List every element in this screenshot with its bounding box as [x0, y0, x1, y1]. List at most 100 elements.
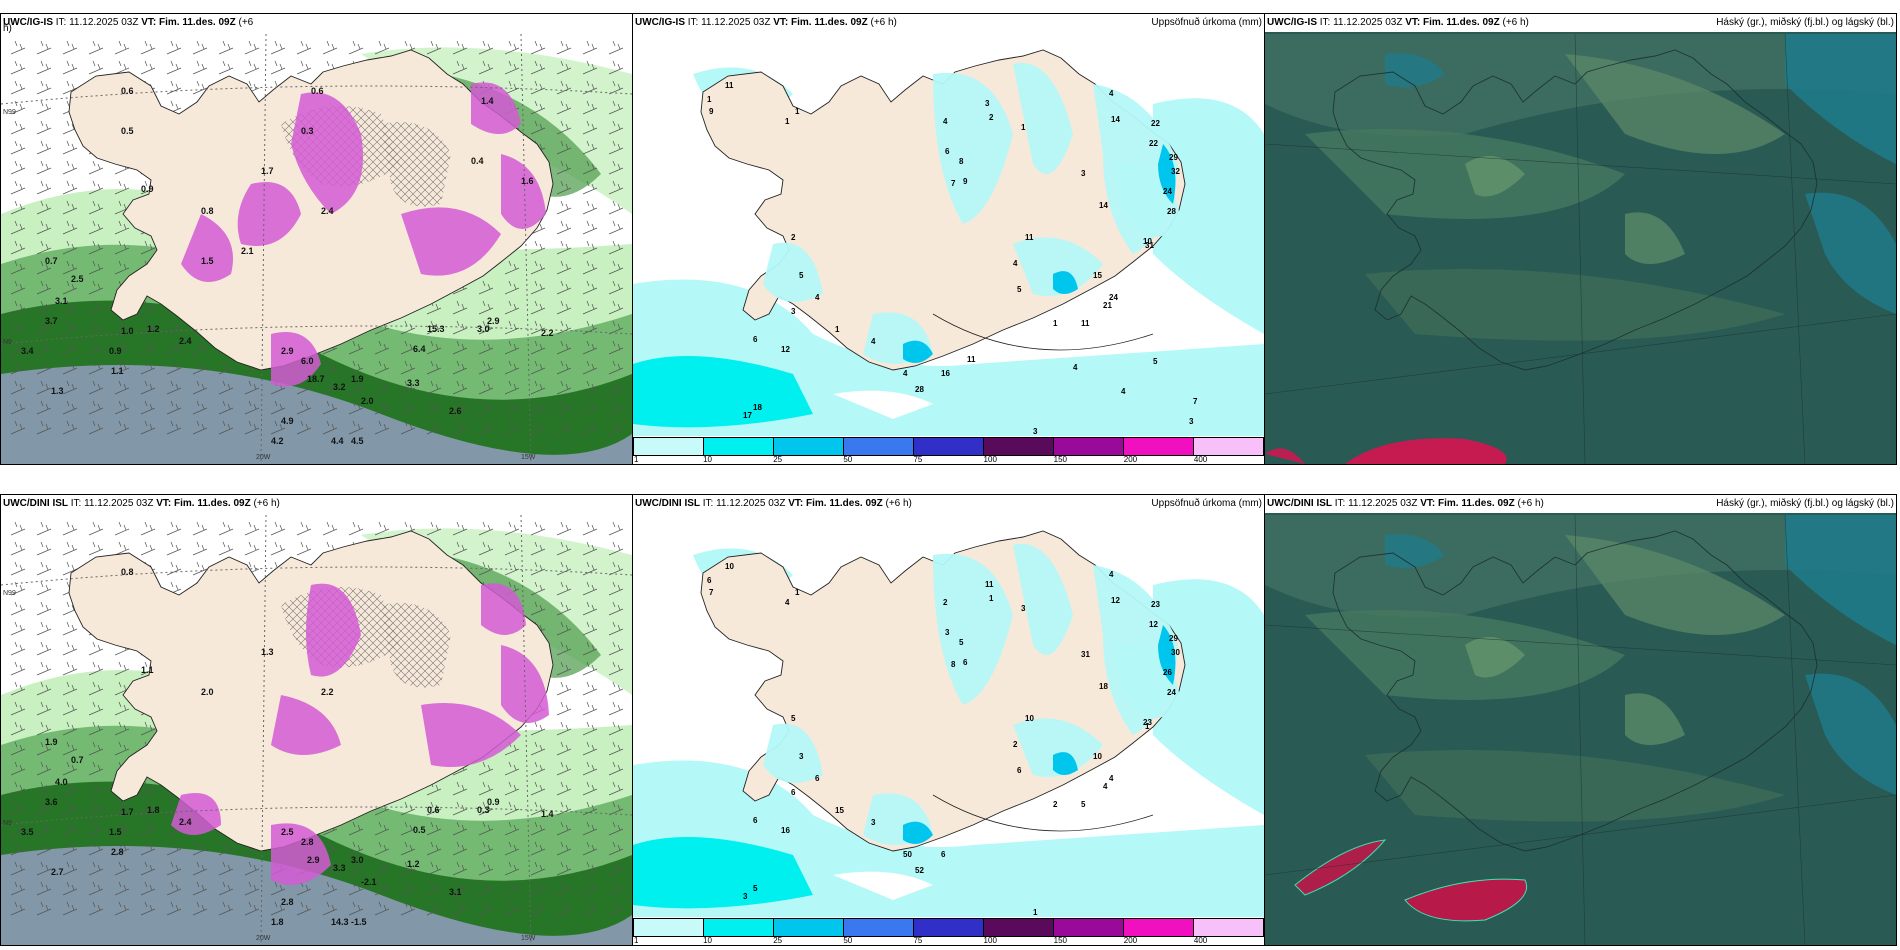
- wind-barb: [374, 420, 390, 435]
- wind-barb: [166, 380, 182, 395]
- snow-depth-label: 3.3: [333, 863, 346, 873]
- wind-barb: [166, 400, 182, 415]
- precip-value-label: 15: [1093, 271, 1102, 280]
- precip-value-label: 5: [1081, 800, 1086, 809]
- snow-depth-label: 0.8: [121, 567, 134, 577]
- wind-barb: [530, 240, 546, 255]
- wind-barb: [10, 260, 26, 275]
- wind-barb: [556, 60, 572, 75]
- snow-area: [401, 207, 501, 276]
- wind-barb: [582, 521, 598, 536]
- wind-barb: [62, 400, 78, 415]
- wind-barb: [36, 280, 52, 295]
- wind-barb: [530, 120, 546, 135]
- lat-label: N99: [3, 590, 16, 597]
- wind-barb: [608, 400, 624, 415]
- legend-swatch: [984, 919, 1054, 936]
- precip-value-label: 4: [1121, 387, 1126, 396]
- wind-barb: [452, 801, 468, 816]
- wind-barb: [322, 881, 338, 896]
- wind-barb: [218, 400, 234, 415]
- wind-barb: [10, 821, 26, 836]
- wind-barb: [556, 581, 572, 596]
- wind-barb: [10, 521, 26, 536]
- wind-barb: [608, 160, 624, 175]
- wind-barb: [140, 521, 156, 536]
- legend-tick-label: 200: [1123, 455, 1138, 464]
- precip-area: [1013, 62, 1073, 175]
- wind-barb: [478, 781, 494, 796]
- glacier: [381, 122, 451, 207]
- wind-barb: [530, 100, 546, 115]
- precip-value-label: 2: [943, 598, 948, 607]
- precip-value-label: 3: [799, 752, 804, 761]
- iceland-land: [68, 530, 554, 852]
- wind-barb: [478, 861, 494, 876]
- snow-depth-label: 1.5: [109, 827, 122, 837]
- wind-barb: [582, 160, 598, 175]
- wind-barb: [296, 40, 312, 55]
- snow-depth-label: 6.4: [413, 344, 426, 354]
- sea-precip: [1153, 579, 1264, 815]
- wind-barb: [452, 360, 468, 375]
- cloud-layer: [1465, 156, 1525, 197]
- panel-header: UWC/DINI ISL IT: 11.12.2025 03Z VT: Fim.…: [1265, 495, 1896, 513]
- wind-barb: [114, 721, 130, 736]
- wind-barb: [608, 661, 624, 676]
- wind-barb: [452, 861, 468, 876]
- wind-barb: [244, 541, 260, 556]
- snow-depth-label: 4.9: [281, 416, 294, 426]
- snow-depth-label: 2.9: [487, 316, 500, 326]
- wind-barb: [556, 240, 572, 255]
- wind-barb: [556, 821, 572, 836]
- wind-barb: [556, 721, 572, 736]
- wind-barb: [166, 901, 182, 916]
- precip-value-label: 3: [945, 628, 950, 637]
- precip-value-label: 2: [791, 233, 796, 242]
- wind-barb: [62, 200, 78, 215]
- wind-barb: [114, 661, 130, 676]
- high-cloud-area: [1265, 448, 1305, 464]
- snow-depth-label: 1.9: [351, 374, 364, 384]
- precip-value-label: 2: [1053, 800, 1058, 809]
- precip-value-label: 4: [1073, 363, 1078, 372]
- wind-barb: [582, 400, 598, 415]
- model-name: UWC/IG-IS: [3, 17, 53, 28]
- wind-barb: [192, 400, 208, 415]
- wind-barb: [10, 280, 26, 295]
- wind-barb: [140, 40, 156, 55]
- wind-barb: [556, 100, 572, 115]
- wind-barb: [608, 240, 624, 255]
- wind-barb: [62, 80, 78, 95]
- wind-barb: [556, 420, 572, 435]
- panel-header: UWC/DINI ISL IT: 11.12.2025 03Z VT: Fim.…: [1, 495, 632, 513]
- legend-tick-label: 100: [983, 936, 997, 945]
- wind-barb: [556, 541, 572, 556]
- wind-barb: [504, 901, 520, 916]
- wind-barb: [478, 841, 494, 856]
- wind-barb: [530, 821, 546, 836]
- wind-barb: [218, 60, 234, 75]
- wind-barb: [530, 581, 546, 596]
- wind-barb: [608, 581, 624, 596]
- wind-barb: [114, 741, 130, 756]
- precip-value-label: 52: [915, 866, 924, 875]
- wind-barb: [88, 741, 104, 756]
- wind-barb: [504, 420, 520, 435]
- precip-value-label: 4: [903, 369, 908, 378]
- wind-barb: [10, 541, 26, 556]
- wind-barb: [348, 40, 364, 55]
- cloud-layer: [1805, 192, 1896, 314]
- wind-barb: [608, 761, 624, 776]
- wind-barb: [530, 340, 546, 355]
- precip-value-label: 9: [709, 107, 714, 116]
- wind-barb: [452, 881, 468, 896]
- wind-barb: [114, 340, 130, 355]
- wind-barb: [36, 801, 52, 816]
- wind-barb: [556, 561, 572, 576]
- valid-time: VT: Fim. 11.des. 09Z: [788, 498, 883, 509]
- snow-area: [471, 82, 521, 134]
- wind-barb: [88, 40, 104, 55]
